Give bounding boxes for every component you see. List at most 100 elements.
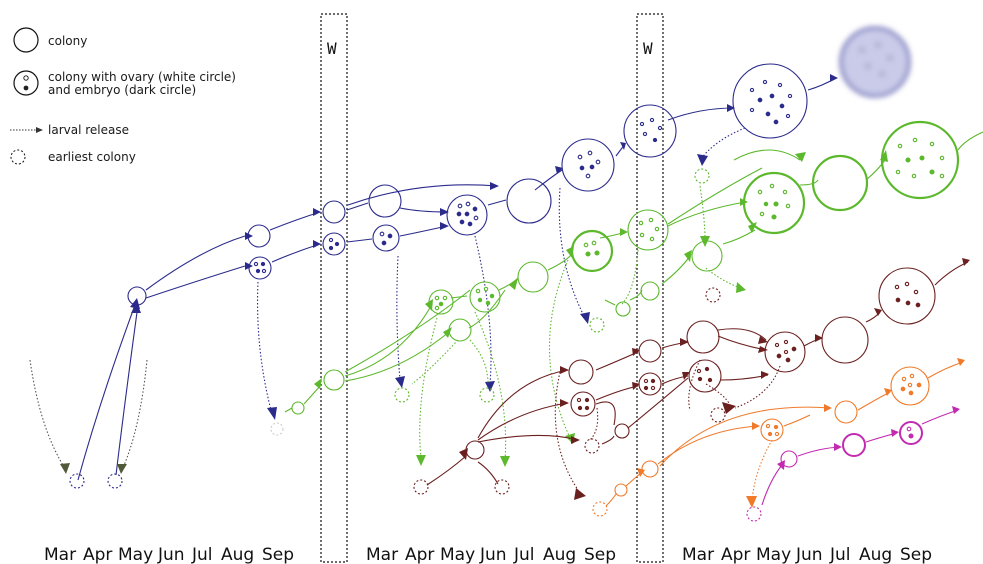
colony-with-ovary <box>890 366 930 406</box>
month-label: Mar <box>366 545 398 564</box>
month-label: Mar <box>44 545 76 564</box>
colony-with-ovary <box>760 418 784 442</box>
green-lineage <box>284 120 983 467</box>
brown-lineage <box>413 258 970 500</box>
month-label: Aug <box>221 545 254 564</box>
colony <box>686 320 720 354</box>
month-label: Sep <box>900 545 932 564</box>
colony-with-ovary <box>446 194 488 236</box>
colony-earliest <box>592 501 608 517</box>
month-axis-year-2: Mar Apr May Jun Jul Aug Sep <box>366 545 616 564</box>
colony-earliest <box>589 317 605 333</box>
month-label: Jun <box>157 545 185 564</box>
colony-with-ovary <box>638 372 662 396</box>
colony-earliest <box>694 168 710 184</box>
month-label: Jun <box>795 545 823 564</box>
colony <box>640 281 660 301</box>
colony <box>615 301 631 317</box>
month-axis-year-3: Mar Apr May Jun Jul Aug Sep <box>682 545 932 564</box>
colony-earliest <box>394 387 410 403</box>
winter-band-1: W <box>320 13 348 563</box>
colony-with-ovary <box>732 63 808 139</box>
legend-colony-icon <box>13 27 39 53</box>
colony-earliest <box>494 479 510 495</box>
colony-with-ovary <box>878 267 936 325</box>
colony <box>127 286 147 306</box>
month-label: Apr <box>405 545 434 564</box>
colony <box>638 339 662 363</box>
colony <box>780 450 798 468</box>
colony <box>614 483 628 497</box>
legend-ovary-label: colony with ovary (white circle) <box>48 70 236 84</box>
colony-with-ovary <box>570 229 614 273</box>
legend-embryo-label: and embryo (dark circle) <box>48 83 196 97</box>
colony <box>322 200 346 224</box>
colony-with-ovary <box>428 289 454 315</box>
legend-colony-label: colony <box>48 34 87 48</box>
colony-earliest <box>705 287 721 303</box>
colony-with-ovary <box>899 421 923 445</box>
magenta-lineage <box>761 406 960 506</box>
month-label: Aug <box>859 545 892 564</box>
winter-label-2: W <box>643 39 653 58</box>
colony <box>842 433 866 457</box>
month-label: Apr <box>721 545 750 564</box>
colony-earliest <box>710 407 726 423</box>
month-axis-year-1: Mar Apr May Jun Jul Aug Sep <box>44 545 294 564</box>
month-label: Mar <box>682 545 714 564</box>
colony-with-ovary <box>623 104 677 158</box>
colony-earliest <box>746 506 762 522</box>
month-label: Sep <box>584 545 616 564</box>
month-label: Apr <box>83 545 112 564</box>
month-label: Jul <box>191 545 213 564</box>
month-label: Sep <box>262 545 294 564</box>
colony-earliest <box>270 422 284 436</box>
month-label: Jul <box>513 545 535 564</box>
legend-earliest-icon <box>10 149 26 165</box>
colony-with-ovary <box>688 359 722 393</box>
colony-with-ovary <box>322 232 346 256</box>
colony <box>821 316 869 364</box>
legend-larval-label: larval release <box>48 123 129 137</box>
colony <box>323 369 345 391</box>
colony <box>506 178 552 224</box>
legend: colony colony with ovary (white circle) … <box>10 27 236 165</box>
colony-with-ovary <box>570 391 596 417</box>
month-label: May <box>756 545 791 564</box>
colony-earliest <box>479 387 495 403</box>
colony <box>691 240 723 272</box>
colony <box>568 359 594 385</box>
colony <box>834 400 858 424</box>
colony-earliest <box>69 473 85 489</box>
month-label: May <box>118 545 153 564</box>
colony-with-ovary <box>742 171 806 235</box>
winter-band-2: W <box>636 13 664 563</box>
orange-lineage <box>592 358 965 522</box>
colony <box>517 261 549 293</box>
colony-future-blurred <box>839 26 911 98</box>
legend-earliest-label: earliest colony <box>48 150 136 164</box>
legend-ovary-embryo-icon <box>13 70 39 96</box>
colony-with-ovary <box>627 209 669 251</box>
colony <box>291 401 305 415</box>
month-label: Jun <box>479 545 507 564</box>
colony-earliest <box>413 479 429 495</box>
colony-with-ovary <box>372 224 400 252</box>
month-label: May <box>440 545 475 564</box>
colony-with-ovary <box>469 281 501 313</box>
colony <box>811 154 869 212</box>
legend-larval-arrow-icon <box>10 127 43 133</box>
month-label: Jul <box>829 545 851 564</box>
blue-lineage <box>29 26 911 489</box>
colony <box>247 224 271 248</box>
colony <box>641 460 659 478</box>
colony <box>614 423 630 439</box>
colony <box>368 184 402 218</box>
colony <box>465 440 485 460</box>
colony-with-ovary <box>880 120 960 200</box>
colony-with-ovary <box>561 138 615 192</box>
colony-with-ovary <box>764 331 806 373</box>
month-label: Aug <box>543 545 576 564</box>
colony-earliest <box>107 473 123 489</box>
